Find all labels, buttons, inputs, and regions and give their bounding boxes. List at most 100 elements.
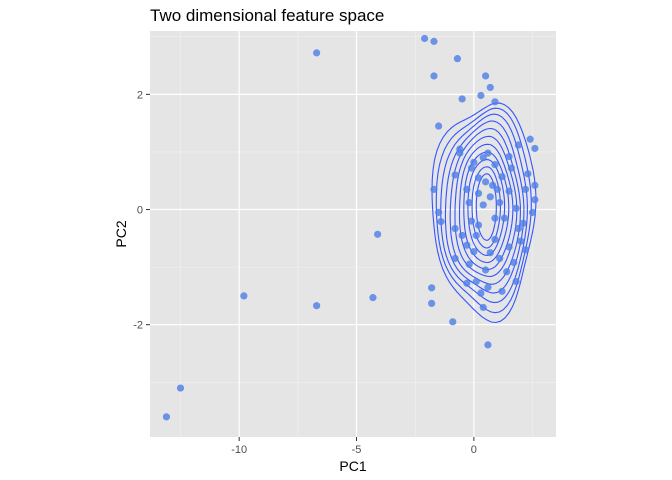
chart-title: Two dimensional feature space	[150, 6, 384, 25]
data-point	[477, 91, 485, 100]
density-contour	[431, 102, 537, 324]
density-contour	[449, 127, 521, 285]
data-point	[162, 413, 171, 421]
data-point	[496, 254, 504, 263]
data-point	[428, 284, 436, 292]
data-point	[449, 318, 457, 326]
data-point	[519, 219, 527, 227]
data-point	[430, 37, 438, 45]
data-point	[451, 224, 459, 233]
y-tick-label: 2	[137, 89, 143, 101]
data-point	[510, 258, 518, 267]
data-point	[524, 170, 532, 178]
data-point	[479, 201, 487, 209]
data-point	[430, 72, 438, 80]
density-contours	[431, 102, 537, 324]
data-point	[526, 135, 534, 143]
grid-major	[150, 31, 556, 437]
density-contour	[463, 151, 510, 264]
data-point	[369, 294, 377, 302]
data-point	[484, 341, 492, 349]
data-point	[486, 193, 494, 201]
data-point	[481, 266, 490, 274]
data-point	[486, 83, 494, 92]
data-point	[467, 164, 476, 172]
data-point	[374, 230, 382, 238]
plot-panel	[150, 31, 556, 437]
density-contour	[444, 120, 525, 294]
data-point	[481, 178, 490, 186]
data-point	[458, 231, 466, 240]
grid-minor	[150, 31, 556, 437]
data-point	[491, 98, 499, 106]
data-point	[313, 49, 321, 57]
data-point	[470, 158, 478, 166]
data-point	[463, 279, 471, 287]
x-tick-label: -5	[352, 444, 362, 456]
data-point	[479, 303, 487, 312]
data-point	[489, 181, 497, 189]
data-point	[500, 214, 508, 222]
data-point	[465, 260, 473, 268]
data-point	[477, 289, 485, 297]
data-point	[498, 173, 506, 181]
data-point	[456, 149, 464, 157]
density-contour	[440, 113, 528, 304]
data-point	[514, 224, 523, 233]
data-point	[507, 164, 516, 172]
data-point	[528, 208, 537, 217]
data-point	[505, 152, 513, 161]
data-point	[486, 249, 494, 257]
data-point	[313, 302, 321, 310]
data-point	[498, 287, 506, 295]
data-point	[420, 34, 429, 43]
data-point	[474, 189, 483, 197]
data-point	[467, 217, 476, 225]
data-point	[463, 241, 471, 249]
data-point	[521, 246, 530, 254]
data-point	[521, 185, 530, 193]
data-point	[453, 55, 462, 63]
data-point	[428, 299, 436, 307]
data-point	[176, 384, 185, 392]
data-point	[531, 181, 539, 189]
data-point	[505, 243, 513, 251]
data-point	[472, 231, 480, 240]
density-contour	[475, 173, 497, 241]
y-tick-label: 0	[137, 205, 143, 217]
data-point	[479, 154, 487, 162]
data-point	[481, 72, 490, 80]
data-point	[531, 144, 539, 153]
density-contour	[435, 107, 532, 314]
data-point	[531, 196, 539, 204]
data-point	[430, 185, 438, 193]
data-point	[484, 283, 492, 291]
data-point	[484, 149, 492, 157]
data-point	[470, 247, 478, 256]
data-point	[503, 268, 511, 276]
data-point	[435, 122, 443, 130]
data-point	[512, 277, 520, 286]
data-point	[491, 235, 499, 244]
y-tick-label: -2	[133, 320, 143, 332]
data-point	[465, 199, 473, 207]
data-point	[496, 199, 504, 207]
data-point	[435, 208, 443, 217]
x-axis-title: PC1	[339, 458, 366, 474]
data-point	[517, 237, 525, 245]
data-point	[514, 141, 523, 149]
data-point	[451, 254, 459, 263]
data-point	[472, 277, 480, 286]
density-contour	[454, 135, 518, 278]
data-point	[240, 292, 248, 300]
data-point	[474, 174, 483, 182]
x-tick-label: -10	[231, 444, 247, 456]
data-point	[491, 214, 499, 222]
y-axis-title: PC2	[113, 220, 129, 247]
data-point	[437, 218, 445, 226]
data-point	[505, 187, 513, 195]
x-axis-ticks: -10 -5 0	[231, 437, 477, 456]
y-axis-ticks: -2 0 2	[133, 89, 150, 332]
scatter-points	[162, 34, 539, 421]
